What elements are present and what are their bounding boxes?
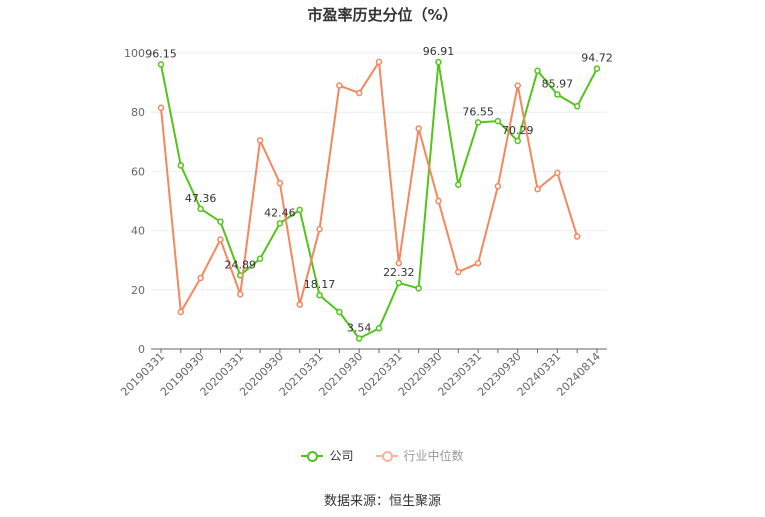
data-label: 76.55: [462, 105, 494, 118]
data-point-industry: [276, 179, 284, 187]
data-label: 96.91: [423, 45, 455, 58]
data-point-industry: [217, 236, 224, 243]
data-point-company: [593, 65, 601, 72]
x-tick-label: 20240814: [554, 350, 603, 399]
legend: 公司 行业中位数: [0, 447, 765, 464]
series-line-industry: [160, 60, 579, 313]
y-tick-label: 40: [131, 225, 145, 238]
data-label: 42.46: [264, 206, 296, 219]
y-tick-label: 0: [138, 343, 145, 356]
data-point-industry: [157, 104, 165, 112]
data-point-industry: [494, 182, 502, 190]
y-tick-label: 60: [131, 165, 145, 178]
data-label: 70.29: [502, 124, 534, 137]
data-point-industry: [256, 137, 264, 144]
legend-industry-label: 行业中位数: [403, 449, 464, 463]
legend-company-label: 公司: [329, 449, 354, 463]
data-point-company: [157, 61, 165, 68]
data-point-company: [375, 325, 383, 332]
data-point-company: [514, 137, 521, 145]
data-point-company: [415, 285, 422, 292]
data-label: 96.15: [145, 47, 177, 60]
data-point-company: [256, 255, 264, 262]
data-point-company: [573, 103, 581, 110]
data-label: 85.97: [542, 78, 574, 91]
data-point-industry: [534, 185, 541, 193]
data-point-company: [217, 218, 224, 225]
data-point-company: [336, 308, 343, 316]
data-point-industry: [435, 197, 442, 205]
legend-industry-marker: [375, 449, 398, 463]
data-source: 数据来源：恒生聚源: [323, 494, 441, 509]
data-label: 94.72: [581, 52, 613, 65]
data-point-industry: [197, 274, 204, 282]
data-point-industry: [474, 259, 482, 267]
data-point-company: [296, 206, 303, 214]
y-tick-label: 20: [131, 284, 145, 297]
data-point-company: [355, 335, 363, 342]
data-point-company: [395, 279, 403, 287]
data-point-industry: [375, 58, 383, 66]
data-point-industry: [514, 82, 521, 89]
legend-item-industry[interactable]: 行业中位数: [375, 447, 464, 464]
data-point-company: [494, 117, 502, 125]
data-point-company: [534, 67, 541, 75]
data-point-industry: [395, 259, 403, 267]
data-point-industry: [237, 290, 244, 298]
chart-title: 市盈率历史分位（%）: [307, 6, 458, 24]
legend-item-company[interactable]: 公司: [301, 447, 354, 464]
data-point-industry: [336, 82, 343, 89]
data-label: 3.54: [347, 322, 372, 335]
y-tick-label: 80: [131, 106, 145, 119]
data-label: 18.17: [304, 278, 336, 291]
data-point-company: [474, 119, 482, 126]
data-point-company: [177, 162, 185, 169]
data-point-industry: [177, 308, 185, 316]
data-label: 22.32: [383, 266, 415, 279]
data-point-industry: [573, 233, 581, 240]
y-tick-label: 100: [124, 47, 145, 60]
data-point-company: [554, 91, 561, 98]
data-point-company: [435, 58, 442, 66]
data-point-industry: [296, 301, 303, 308]
data-point-company: [197, 205, 204, 213]
data-point-industry: [455, 268, 462, 276]
series-line-company: [160, 61, 598, 340]
data-point-company: [276, 220, 284, 227]
data-label: 24.89: [225, 258, 257, 271]
data-label: 47.36: [185, 192, 217, 205]
data-point-company: [316, 291, 323, 299]
data-point-industry: [355, 89, 363, 97]
legend-company-marker: [301, 449, 324, 463]
data-point-industry: [316, 225, 323, 233]
data-point-industry: [554, 169, 561, 177]
data-point-industry: [415, 125, 422, 132]
data-point-company: [455, 181, 462, 188]
